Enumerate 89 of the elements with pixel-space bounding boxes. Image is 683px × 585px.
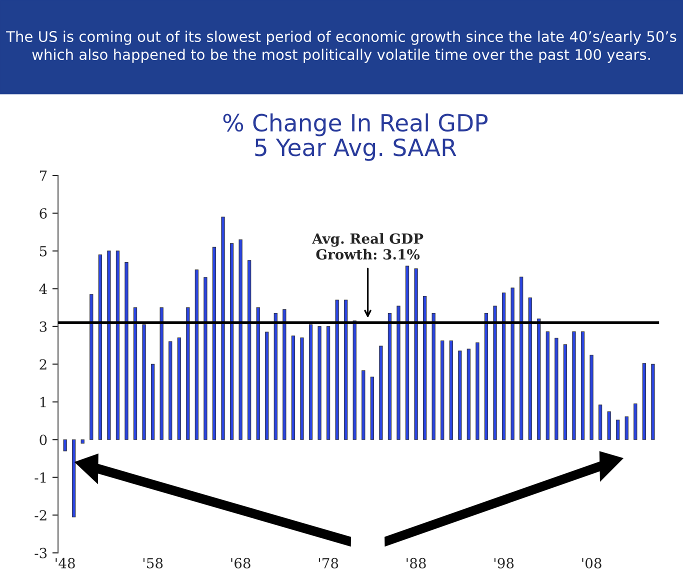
bar bbox=[291, 336, 296, 440]
x-tick-label: '58 bbox=[143, 558, 163, 568]
y-tick-label: -2 bbox=[34, 510, 46, 520]
bar bbox=[221, 216, 225, 440]
bar bbox=[432, 312, 436, 440]
y-tick-label: -3 bbox=[34, 548, 47, 558]
bar bbox=[414, 268, 418, 440]
bar bbox=[265, 332, 269, 440]
ref-line-label: Avg. Real GDP Growth: 3.1% bbox=[312, 233, 424, 260]
y-tick-label: 2 bbox=[40, 359, 46, 370]
bar bbox=[90, 294, 94, 440]
bar bbox=[520, 276, 524, 440]
bar bbox=[440, 340, 444, 440]
bar bbox=[642, 363, 646, 440]
bar bbox=[308, 324, 313, 440]
bar bbox=[651, 364, 655, 440]
bar bbox=[72, 439, 76, 518]
bar bbox=[616, 420, 620, 440]
bar bbox=[537, 318, 541, 440]
bar bbox=[510, 288, 514, 440]
bar bbox=[63, 439, 67, 452]
bar bbox=[528, 297, 532, 440]
bar bbox=[598, 404, 602, 440]
bar bbox=[194, 270, 199, 440]
x-tick-label: '98 bbox=[494, 558, 514, 568]
bar bbox=[607, 411, 611, 440]
bar bbox=[388, 312, 392, 440]
bar bbox=[572, 331, 576, 440]
x-tick-label: '78 bbox=[318, 558, 338, 568]
bar bbox=[186, 307, 190, 440]
y-tick-label: 7 bbox=[40, 170, 47, 181]
y-tick-label: 1 bbox=[40, 396, 46, 408]
x-tick-label: '48 bbox=[56, 558, 75, 568]
bar bbox=[326, 326, 330, 440]
bar bbox=[230, 243, 234, 440]
bar bbox=[493, 306, 497, 440]
bar bbox=[423, 296, 427, 440]
bar bbox=[379, 346, 383, 440]
x-tick-label: '88 bbox=[406, 558, 426, 568]
bar bbox=[590, 354, 594, 440]
bar bbox=[449, 340, 453, 440]
bar bbox=[274, 312, 278, 440]
bar bbox=[405, 266, 410, 440]
bar bbox=[370, 376, 374, 440]
x-tick-label: '08 bbox=[582, 558, 602, 568]
bar bbox=[238, 239, 242, 440]
bar bbox=[580, 331, 585, 440]
bar bbox=[177, 337, 181, 440]
y-tick-label: 0 bbox=[40, 434, 47, 446]
bar bbox=[624, 416, 628, 440]
bar bbox=[318, 326, 322, 440]
y-tick-label: 5 bbox=[40, 246, 47, 256]
bar bbox=[124, 262, 128, 440]
chart-title: % Change In Real GDP 5 Year Avg. SAAR bbox=[223, 113, 488, 161]
bar bbox=[546, 331, 550, 440]
bar bbox=[458, 350, 462, 440]
bar bbox=[107, 250, 111, 440]
bar bbox=[168, 341, 172, 440]
bar bbox=[98, 254, 102, 440]
bar bbox=[142, 324, 146, 440]
bar bbox=[502, 292, 506, 440]
bar bbox=[256, 307, 260, 440]
bar bbox=[634, 404, 638, 440]
bar bbox=[116, 250, 120, 440]
bar bbox=[212, 246, 216, 440]
bar bbox=[80, 439, 84, 444]
x-tick-label: '68 bbox=[231, 558, 250, 568]
bar bbox=[248, 260, 252, 440]
bar bbox=[151, 364, 155, 440]
bar bbox=[344, 300, 348, 440]
bar bbox=[362, 370, 366, 440]
bar bbox=[484, 312, 488, 440]
bar bbox=[282, 309, 286, 440]
y-tick-label: 3 bbox=[40, 321, 47, 332]
bar bbox=[133, 307, 138, 440]
bar bbox=[352, 320, 356, 440]
bar bbox=[335, 300, 339, 440]
bar bbox=[396, 306, 400, 440]
y-tick-label: 6 bbox=[40, 208, 47, 219]
text: The US is coming out of its slowest period of economic growth since the late 40’s/early 50’s which also happened to be the most politically volatile time over the past 100 years. bbox=[6, 30, 676, 63]
bar bbox=[160, 307, 164, 440]
bar bbox=[476, 342, 480, 440]
y-tick-label: 4 bbox=[39, 284, 47, 294]
bar bbox=[466, 348, 471, 440]
bar bbox=[554, 338, 558, 440]
bar bbox=[300, 337, 304, 440]
bar bbox=[204, 277, 208, 440]
bar bbox=[563, 344, 568, 440]
y-tick-label: -1 bbox=[34, 472, 46, 483]
